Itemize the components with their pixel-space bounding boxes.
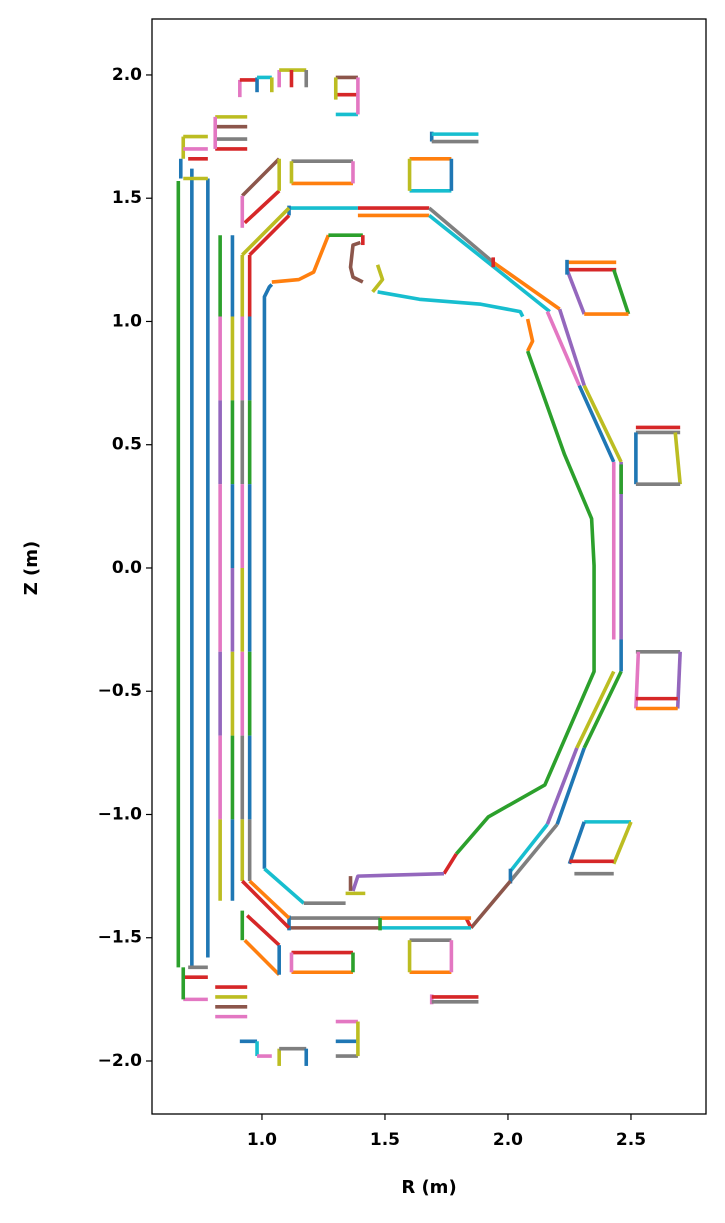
coil-line [454, 350, 596, 856]
coil-line [565, 269, 586, 315]
coil-line [525, 318, 535, 352]
coil-line [263, 867, 305, 905]
coil-line [469, 879, 512, 930]
y-tick-label: −0.5 [98, 681, 142, 701]
coil-line [271, 234, 331, 284]
y-tick-label: 2.0 [112, 65, 142, 85]
x-tick-label: 1.5 [370, 1130, 400, 1150]
coil-line [262, 283, 274, 869]
coil-line [557, 308, 586, 387]
coil-line [582, 670, 623, 749]
x-tick-label: 2.0 [493, 1130, 523, 1150]
coil-line [575, 670, 616, 749]
y-tick-label: 1.5 [112, 188, 142, 208]
plot-frame [151, 18, 707, 1115]
coil-line [673, 432, 682, 485]
coil-line [567, 821, 586, 865]
coil-line [377, 290, 525, 318]
coil-line [248, 879, 291, 920]
coil-line [241, 206, 291, 257]
coil-line [492, 260, 561, 311]
coil-line [577, 384, 616, 463]
y-tick-label: 1.0 [112, 311, 142, 331]
coil-line [545, 310, 581, 387]
coil-line [612, 269, 631, 315]
coil-line [428, 206, 495, 264]
coil-line [348, 240, 364, 284]
coil-line [612, 821, 633, 865]
coil-line [248, 214, 291, 257]
coil-line [371, 264, 385, 294]
x-axis-label: R (m) [401, 1177, 456, 1198]
y-tick-label: 0.0 [112, 558, 142, 578]
coil-line [442, 852, 458, 875]
coil-line [428, 214, 551, 314]
y-tick-label: −1.0 [98, 804, 143, 824]
x-tick-label: 2.5 [616, 1130, 646, 1150]
coil-line [555, 747, 586, 825]
coil-line [675, 651, 682, 709]
coil-line [351, 871, 445, 892]
coil-line [243, 189, 281, 225]
y-tick-label: 0.5 [112, 435, 142, 455]
y-axis-label: Z (m) [21, 541, 42, 596]
coil-line [582, 384, 623, 463]
coil-line [241, 879, 291, 930]
y-tick-label: −1.5 [98, 928, 142, 948]
coil-line [245, 914, 281, 947]
coil-line [509, 823, 559, 883]
coil-line [241, 157, 281, 198]
coil-line [243, 938, 281, 976]
coil-line [509, 823, 549, 873]
x-tick-label: 1.0 [247, 1130, 277, 1150]
coil-line [545, 747, 579, 825]
y-tick-label: −2.0 [98, 1051, 143, 1071]
